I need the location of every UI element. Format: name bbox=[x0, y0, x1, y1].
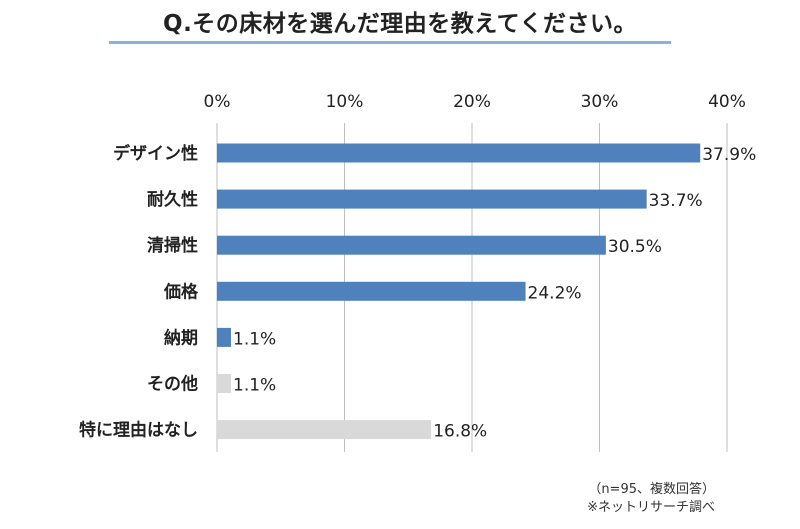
x-tick-label: 20% bbox=[453, 92, 491, 112]
data-label: 16.8% bbox=[433, 422, 487, 442]
category-label: 耐久性 bbox=[147, 189, 198, 210]
bar bbox=[217, 327, 232, 347]
bar bbox=[217, 143, 701, 163]
x-tick-label: 30% bbox=[581, 92, 619, 112]
data-label: 24.2% bbox=[528, 283, 582, 303]
category-label: 特に理由はなし bbox=[79, 420, 198, 441]
category-label: 価格 bbox=[163, 281, 199, 302]
category-label: デザイン性 bbox=[113, 143, 198, 164]
bar bbox=[217, 374, 232, 393]
bar bbox=[217, 420, 432, 440]
bar bbox=[217, 235, 606, 255]
x-tick-label: 10% bbox=[326, 92, 364, 112]
sample-note: （n=95、複数回答） bbox=[588, 482, 715, 497]
title-underline bbox=[109, 41, 671, 44]
data-label: 37.9% bbox=[702, 145, 756, 165]
category-label: その他 bbox=[147, 374, 198, 395]
x-tick-label: 40% bbox=[708, 92, 746, 112]
source-note: ※ネットリサーチ調べ bbox=[587, 500, 715, 515]
data-label: 30.5% bbox=[608, 237, 662, 257]
data-label: 1.1% bbox=[233, 376, 276, 396]
bar bbox=[217, 281, 526, 301]
bar bbox=[217, 189, 647, 209]
chart-title: Q.その床材を選んだ理由を教えてください。 bbox=[163, 11, 637, 37]
data-label: 1.1% bbox=[233, 329, 276, 349]
category-label: 納期 bbox=[164, 327, 198, 348]
x-tick-label: 0% bbox=[204, 92, 231, 112]
data-label: 33.7% bbox=[649, 191, 703, 211]
category-label: 清掃性 bbox=[147, 235, 198, 256]
